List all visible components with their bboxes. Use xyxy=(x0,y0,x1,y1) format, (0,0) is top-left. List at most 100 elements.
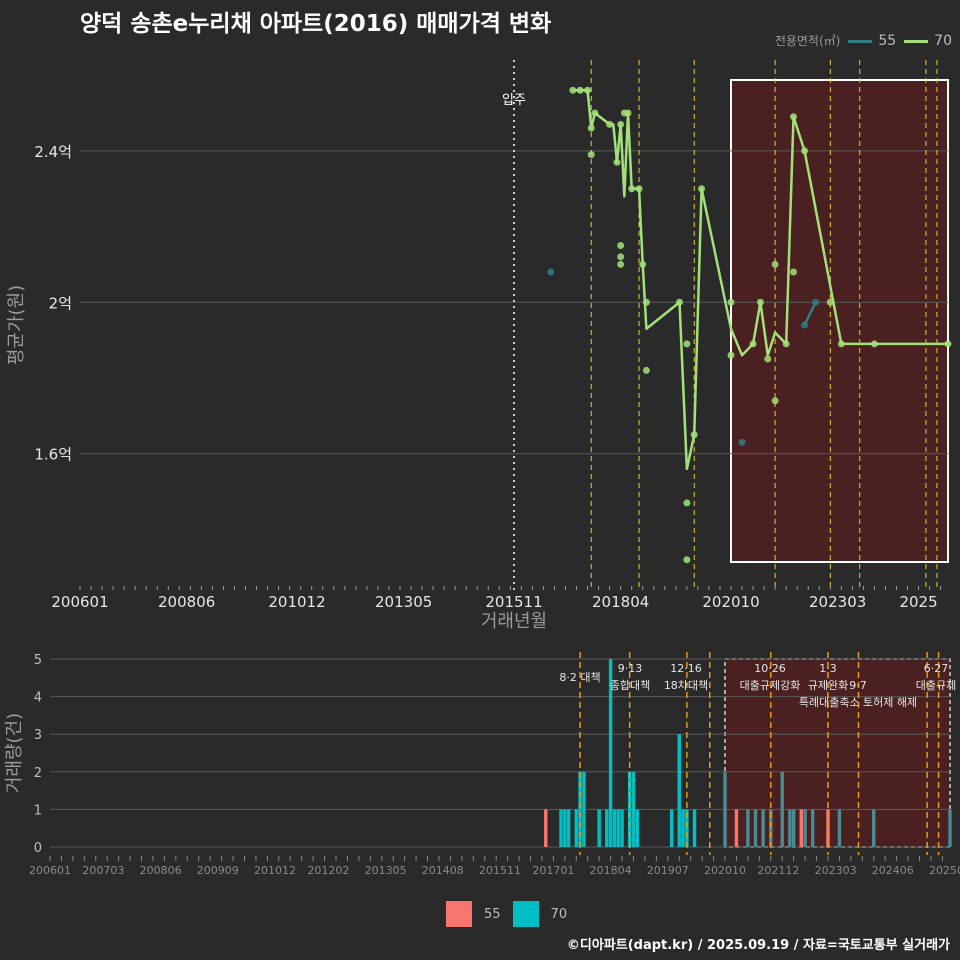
volume-y-tick-label: 5 xyxy=(34,653,42,668)
volume-x-tick-label: 201804 xyxy=(590,864,632,877)
volume-bar-70 xyxy=(616,809,620,847)
volume-bar-70 xyxy=(669,809,674,847)
data-point-55 xyxy=(547,268,555,276)
legend-title: 전용면적(㎡) xyxy=(774,34,841,48)
volume-bar-70 xyxy=(723,771,727,847)
volume-bar-70 xyxy=(761,809,765,847)
volume-bar-70 xyxy=(566,809,571,847)
data-point-70 xyxy=(727,298,735,306)
volume-x-tick-label: 202406 xyxy=(872,864,914,877)
data-point-70 xyxy=(617,260,625,268)
area-legend: 전용면적(㎡) 55 70 xyxy=(775,32,952,49)
volume-y-tick-label: 1 xyxy=(34,803,42,818)
volume-x-tick-label: 202509 xyxy=(929,864,960,877)
data-point-70 xyxy=(606,120,614,128)
data-point-70 xyxy=(782,340,790,348)
volume-legend-item-55: 55 xyxy=(446,901,501,927)
volume-bar-55 xyxy=(734,809,739,847)
data-point-70 xyxy=(569,86,577,94)
volume-bar-70 xyxy=(631,771,636,847)
volume-x-tick-label: 201012 xyxy=(254,864,296,877)
volume-bar-70 xyxy=(677,734,681,847)
volume-x-tick-label: 201907 xyxy=(647,864,689,877)
volume-bar-70 xyxy=(769,809,773,847)
volume-bar-55 xyxy=(826,809,830,847)
volume-x-tick-label: 201202 xyxy=(307,864,349,877)
policy-label: 18차대책 xyxy=(664,679,708,692)
volume-x-tick-label: 200601 xyxy=(29,864,71,877)
volume-bar-55 xyxy=(799,809,803,847)
data-point-70 xyxy=(698,185,706,193)
source-footer: ©디아파트(dapt.kr) / 2025.09.19 / 자료=국토교통부 실… xyxy=(566,938,950,953)
policy-label: 12·16 xyxy=(670,662,702,675)
series-line-70 xyxy=(572,89,948,471)
volume-bar-70 xyxy=(578,771,582,847)
volume-bar-70 xyxy=(746,809,750,847)
volume-bar-70 xyxy=(582,771,586,847)
y-tick-label: 2억 xyxy=(49,294,72,312)
policy-label: 규제완화 xyxy=(808,679,848,692)
data-point-70 xyxy=(870,340,878,348)
volume-bar-70 xyxy=(620,809,624,847)
data-point-70 xyxy=(826,298,834,306)
x-tick-label: 202303 xyxy=(809,593,866,611)
policy-label: 특례대출축소 토허제 해제 xyxy=(799,695,917,709)
occupancy-label: 입주 xyxy=(502,93,526,108)
volume-legend-item-70: 70 xyxy=(512,901,567,927)
volume-x-tick-label: 200806 xyxy=(140,864,182,877)
policy-label: 8·2 대책 xyxy=(559,671,600,684)
data-point-70 xyxy=(683,340,691,348)
volume-x-tick-label: 201305 xyxy=(365,864,407,877)
data-point-70 xyxy=(584,86,592,94)
data-point-70 xyxy=(576,86,584,94)
volume-bar-70 xyxy=(788,809,792,847)
data-point-70 xyxy=(635,185,643,193)
data-point-70 xyxy=(690,431,698,439)
data-point-70 xyxy=(642,366,650,374)
volume-bar-70 xyxy=(605,809,609,847)
policy-label: 1·3 xyxy=(819,662,837,675)
volume-bar-70 xyxy=(559,809,563,847)
data-point-55 xyxy=(738,438,746,446)
volume-bar-70 xyxy=(780,771,784,847)
volume-legend: 55 70 xyxy=(446,901,579,927)
data-point-55 xyxy=(801,321,809,329)
x-tick-label: 202010 xyxy=(702,593,759,611)
volume-bar-70 xyxy=(563,809,567,847)
volume-x-tick-label: 202303 xyxy=(815,864,857,877)
volume-bar-55 xyxy=(544,809,548,847)
volume-x-tick-label: 201701 xyxy=(532,864,574,877)
data-point-70 xyxy=(613,158,621,166)
volume-bar-70 xyxy=(612,809,617,847)
volume-bar-70 xyxy=(803,809,807,847)
data-point-70 xyxy=(617,120,625,128)
data-point-70 xyxy=(801,147,809,155)
volume-x-tick-label: 200703 xyxy=(82,864,124,877)
y-axis-title: 평균가(원) xyxy=(6,285,27,365)
volume-x-tick-label: 202112 xyxy=(757,864,799,877)
volume-bar-70 xyxy=(791,809,796,847)
chart-title: 양덕 송촌e누리채 아파트(2016) 매매가격 변화 xyxy=(80,11,552,37)
data-point-70 xyxy=(624,109,632,117)
policy-label: 종합대책 xyxy=(610,679,650,692)
data-point-70 xyxy=(683,499,691,507)
volume-y-tick-label: 3 xyxy=(34,728,42,743)
data-point-70 xyxy=(837,340,845,348)
data-point-70 xyxy=(764,355,772,363)
volume-x-tick-label: 200909 xyxy=(197,864,239,877)
legend-item-70: 70 xyxy=(904,33,952,49)
volume-bar-70 xyxy=(681,809,685,847)
data-point-70 xyxy=(587,151,595,159)
data-point-70 xyxy=(617,253,625,261)
x-axis-title: 거래년월 xyxy=(481,611,547,632)
volume-bar-70 xyxy=(627,771,632,847)
volume-bar-70 xyxy=(608,659,613,847)
data-point-70 xyxy=(676,298,684,306)
highlight-region xyxy=(730,79,949,563)
volume-bar-70 xyxy=(574,809,578,847)
data-point-70 xyxy=(587,124,595,132)
data-point-70 xyxy=(790,113,798,121)
y-tick-label: 2.4억 xyxy=(34,143,72,161)
